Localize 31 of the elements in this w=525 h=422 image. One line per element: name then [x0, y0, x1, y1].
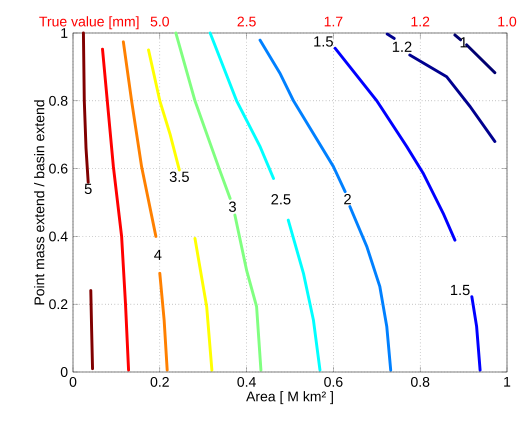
series-label: 1.2 [392, 42, 412, 52]
line-series [101, 48, 130, 372]
y-tick-label: 0 [60, 367, 68, 377]
x-tick-label: 0.8 [411, 376, 430, 387]
x-tick-label: 1 [504, 376, 510, 387]
series-label: 4 [154, 250, 162, 260]
text: 5.0 [150, 16, 169, 26]
y-tick-label: 0.6 [49, 164, 68, 174]
text: True value [mm] [39, 16, 139, 30]
x-tick-label: 0.6 [324, 376, 343, 387]
x-tick-label: 0.2 [150, 376, 169, 387]
series-label: 3.5 [170, 172, 189, 182]
series-label: 2.5 [271, 194, 290, 204]
x-tick-label: 0 [70, 376, 76, 387]
y-tick-label: 1 [61, 28, 68, 38]
text: 1.2 [412, 16, 430, 26]
series-label: 1 [460, 37, 467, 48]
series-label: 5 [84, 184, 92, 194]
x-axis-title: Area [ M km² ] [246, 391, 333, 404]
y-tick-label: 0.2 [49, 299, 68, 310]
y-tick-label: 0.8 [49, 96, 68, 106]
series-label: 1.5 [314, 36, 333, 47]
y-axis-title: Point mass extend / basin extend [34, 100, 44, 304]
x-tick-label: 0.4 [237, 376, 256, 387]
text: 1.0 [498, 16, 516, 26]
series-label: 2 [344, 194, 351, 204]
text: 1.7 [324, 16, 342, 26]
series-label: 3 [228, 202, 236, 212]
series-label: 1.5 [450, 284, 470, 296]
y-tick-label: 0.4 [49, 231, 68, 242]
text: 2.5 [238, 16, 256, 26]
